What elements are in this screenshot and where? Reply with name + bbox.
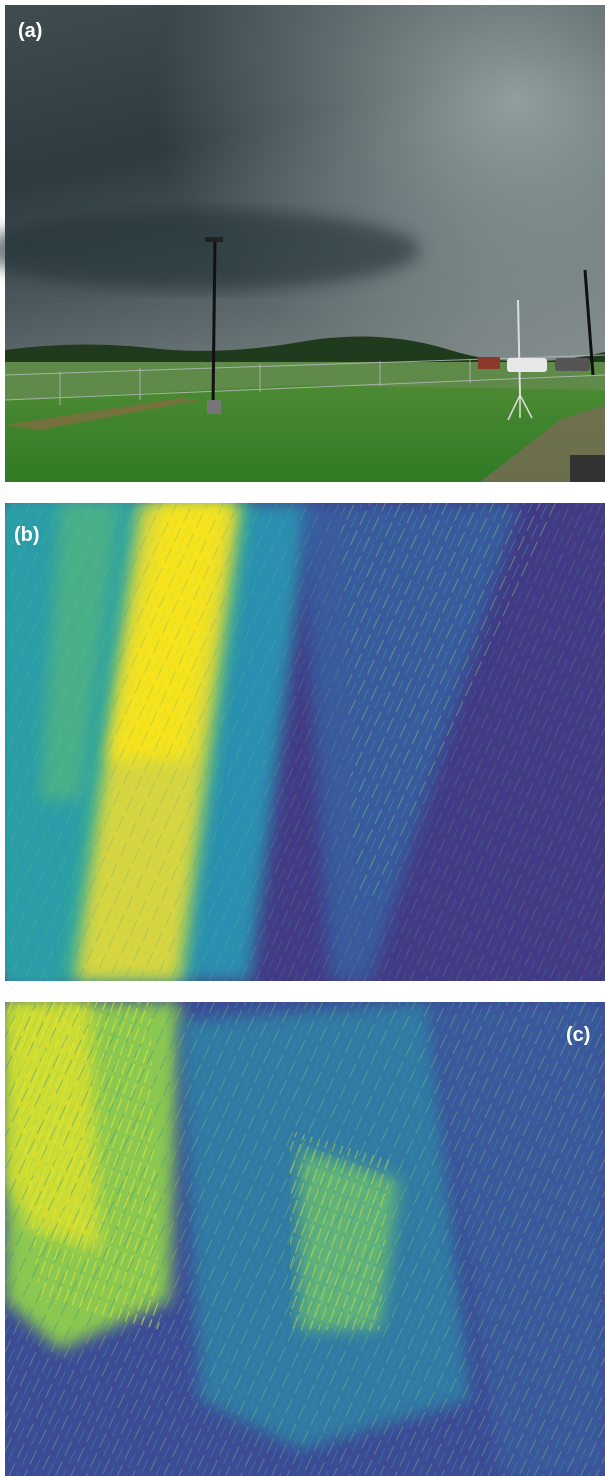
- panel-label: (c): [566, 1024, 590, 1046]
- panel-b: (b): [5, 503, 605, 981]
- panel-c: (c): [5, 1002, 605, 1476]
- figure: (a) (b) (c): [0, 0, 605, 1476]
- figure-canvas: (a) (b) (c): [0, 0, 605, 1476]
- panel-a: (a): [0, 5, 605, 482]
- panel-label: (b): [14, 524, 40, 546]
- panel-label: (a): [18, 20, 42, 42]
